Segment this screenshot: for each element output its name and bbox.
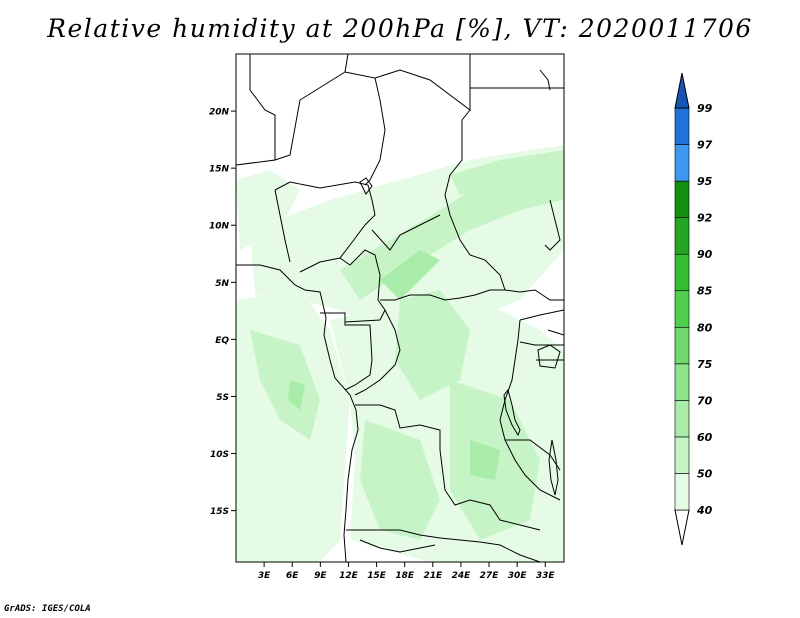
border-zambia-tanzania: [505, 439, 561, 471]
border-angola-south: [346, 529, 441, 539]
lat-label-10n: 10N: [209, 222, 230, 232]
colorbar-segment-97: [674, 107, 690, 145]
lon-label-6e: 6E: [286, 571, 299, 581]
colorbar-segment-85: [674, 253, 690, 292]
lon-label-27e: 27E: [480, 571, 500, 581]
lat-label-10s: 10S: [210, 450, 229, 460]
humidity-area-northwest: [236, 170, 300, 250]
credit-text: GrADS: IGES/COLA: [4, 604, 91, 614]
border-nigeria: [274, 181, 376, 273]
lat-label-eq: EQ: [215, 336, 229, 346]
longitude-axis: 3E 6E 9E 12E 15E 18E 21E 24E 27E 30E 33E: [258, 562, 556, 581]
lon-label-24e: 24E: [452, 571, 472, 581]
border-drc-east: [499, 319, 561, 501]
colorbar: 40 50 60 70 75 80 85 90 92 95 97 99: [674, 72, 713, 546]
border-sudan: [444, 109, 506, 291]
map-title: Relative humidity at 200hPa [%], VT: 202…: [47, 14, 753, 43]
lake-tanganyika: [503, 388, 521, 437]
border-chad-car: [371, 214, 441, 251]
humidity-area-east-band: [450, 150, 564, 195]
lat-label-15s: 15S: [210, 507, 229, 517]
lon-label-12e: 12E: [339, 571, 359, 581]
humidity-area-north-band: [340, 160, 564, 300]
border-angola-east: [439, 449, 541, 531]
colorbar-label-97: 97: [697, 139, 713, 152]
colorbar-label-92: 92: [697, 212, 713, 225]
lon-label-18e: 18E: [395, 571, 415, 581]
lon-label-9e: 9E: [314, 571, 327, 581]
colorbar-label-75: 75: [697, 358, 713, 371]
colorbar-segment-80: [674, 290, 690, 328]
border-angola-north: [355, 404, 441, 450]
colorbar-segment-75: [674, 326, 690, 365]
lon-label-3e: 3E: [258, 571, 271, 581]
lon-label-33e: 33E: [536, 571, 556, 581]
colorbar-label-80: 80: [697, 321, 713, 334]
border-namibia: [439, 537, 541, 562]
border-libya: [374, 54, 471, 111]
lake-victoria: [537, 344, 561, 369]
lat-label-5n: 5N: [215, 279, 229, 289]
map-frame: [235, 53, 565, 563]
colorbar-high-arrow: [674, 72, 690, 109]
border-congo-gabon: [320, 312, 373, 391]
border-benin: [274, 189, 291, 263]
border-west-africa: [236, 54, 276, 166]
latitude-axis: 20N 15N 10N 5N EQ 5S 10S 15S: [209, 108, 236, 517]
lat-label-20n: 20N: [209, 108, 230, 118]
humidity-area-angola: [360, 420, 440, 540]
colorbar-label-50: 50: [697, 467, 713, 480]
border-south: [359, 539, 436, 553]
colorbar-low-arrow: [674, 509, 690, 546]
humidity-area-patch-3: [288, 380, 305, 410]
colorbar-segment-50: [674, 436, 690, 474]
border-car-south: [380, 289, 564, 301]
border-niger-chad: [344, 71, 386, 186]
colorbar-segment-92: [674, 180, 690, 218]
humidity-shading: [236, 145, 564, 562]
colorbar-label-70: 70: [697, 394, 713, 407]
colorbar-label-40: 40: [696, 504, 713, 517]
humidity-area-gabon: [250, 330, 320, 440]
lon-label-15e: 15E: [367, 571, 387, 581]
border-east: [519, 329, 564, 361]
colorbar-segment-70: [674, 363, 690, 401]
colorbar-label-95: 95: [697, 175, 713, 188]
colorbar-label-99: 99: [697, 102, 713, 115]
border-congo-drc: [354, 309, 401, 396]
humidity-area-patch-2: [470, 440, 500, 480]
border-uganda: [519, 309, 564, 321]
lat-label-15n: 15N: [209, 165, 230, 175]
humidity-area-drc-core: [395, 290, 470, 400]
humidity-area-patch-1: [380, 250, 440, 300]
coastline: [236, 264, 359, 562]
colorbar-segment-95: [674, 144, 690, 182]
lon-label-21e: 21E: [423, 571, 443, 581]
border-cameroon: [339, 249, 386, 323]
colorbar-label-85: 85: [697, 285, 713, 298]
colorbar-label-90: 90: [697, 248, 713, 261]
colorbar-segment-60: [674, 400, 690, 438]
border-niger-algeria: [274, 54, 349, 161]
lon-label-30e: 30E: [508, 571, 528, 581]
lake-malawi: [548, 439, 559, 496]
lake-chad: [359, 177, 373, 195]
lat-label-5s: 5S: [216, 393, 229, 403]
border-sudan-east: [544, 199, 561, 251]
colorbar-label-60: 60: [697, 431, 713, 444]
country-borders: [236, 54, 564, 562]
red-sea-coast: [539, 69, 551, 91]
colorbar-segment-90: [674, 217, 690, 255]
colorbar-segment-40: [674, 473, 690, 511]
